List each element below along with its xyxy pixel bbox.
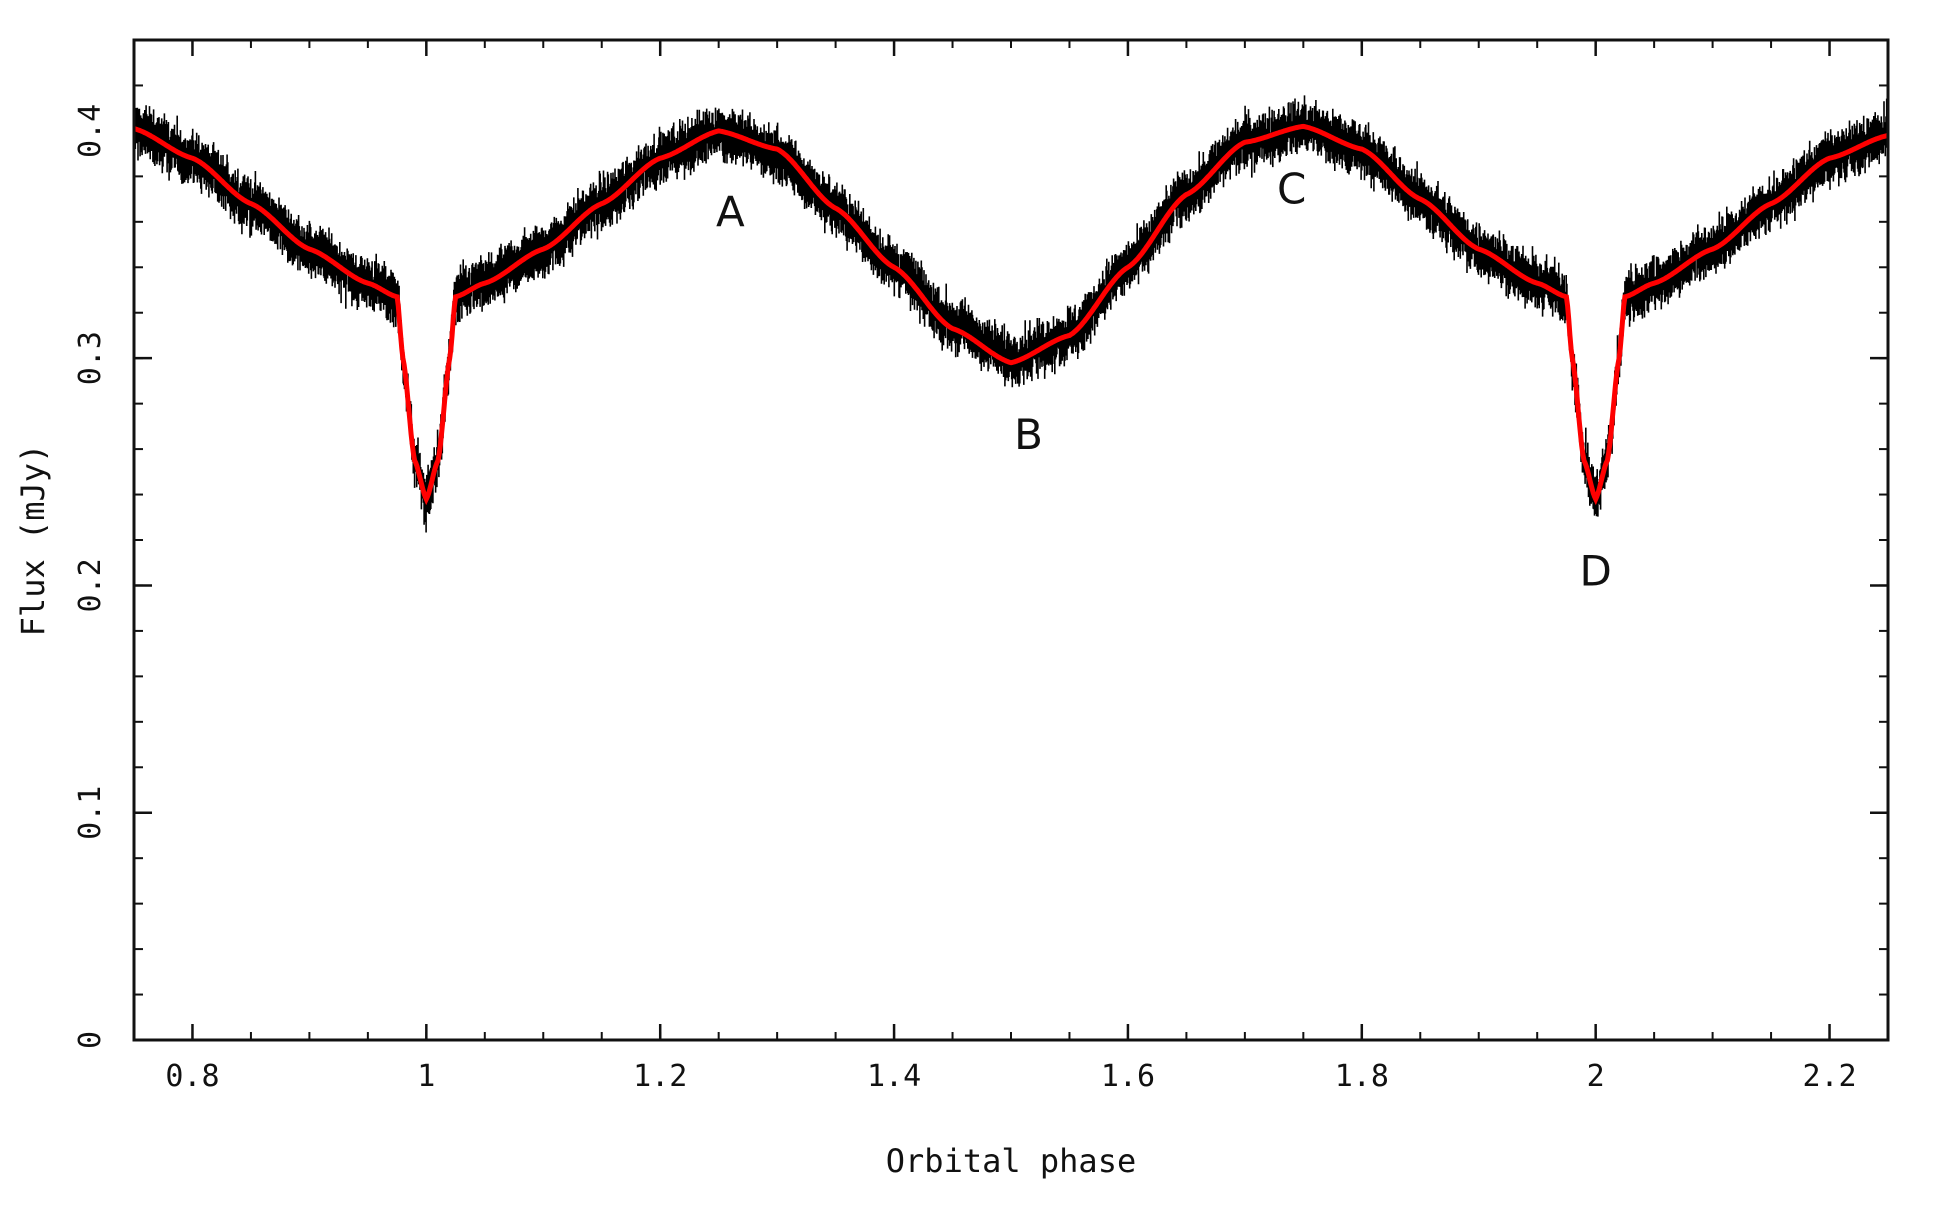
x-tick-label: 0.8 [165,1059,219,1094]
tick-marks [133,39,1889,1042]
y-tick-label: 0.1 [73,786,108,840]
annotation-label-a: A [716,187,745,236]
plot-frame [132,38,1890,1042]
y-tick-label: 0.4 [73,104,108,158]
y-tick-label: 0.3 [73,331,108,385]
x-tick-label: 1 [417,1059,435,1094]
x-tick-label: 1.4 [867,1059,921,1094]
tick-labels: 0.8 1 1.2 1.4 1.6 1.8 2 2.2 0 0.1 0.2 0.3 0.4 [73,104,1857,1094]
annotation-label-d: D [1579,546,1611,595]
x-tick-label: 1.6 [1101,1059,1155,1094]
annotation-label-c: C [1277,165,1306,214]
x-axis-title: Orbital phase [886,1142,1136,1180]
y-tick-label: 0 [73,1031,108,1049]
y-tick-label: 0.2 [73,558,108,612]
model-fit-line [133,123,1889,506]
annotation-label-b: B [1014,410,1043,459]
x-tick-label: 2 [1587,1059,1605,1094]
x-tick-label: 1.8 [1335,1059,1389,1094]
y-axis-title: Flux (mJy) [14,444,52,637]
x-tick-label: 1.2 [633,1059,687,1094]
x-tick-label: 2.2 [1802,1059,1856,1094]
annotations: A B C D [716,165,1612,596]
